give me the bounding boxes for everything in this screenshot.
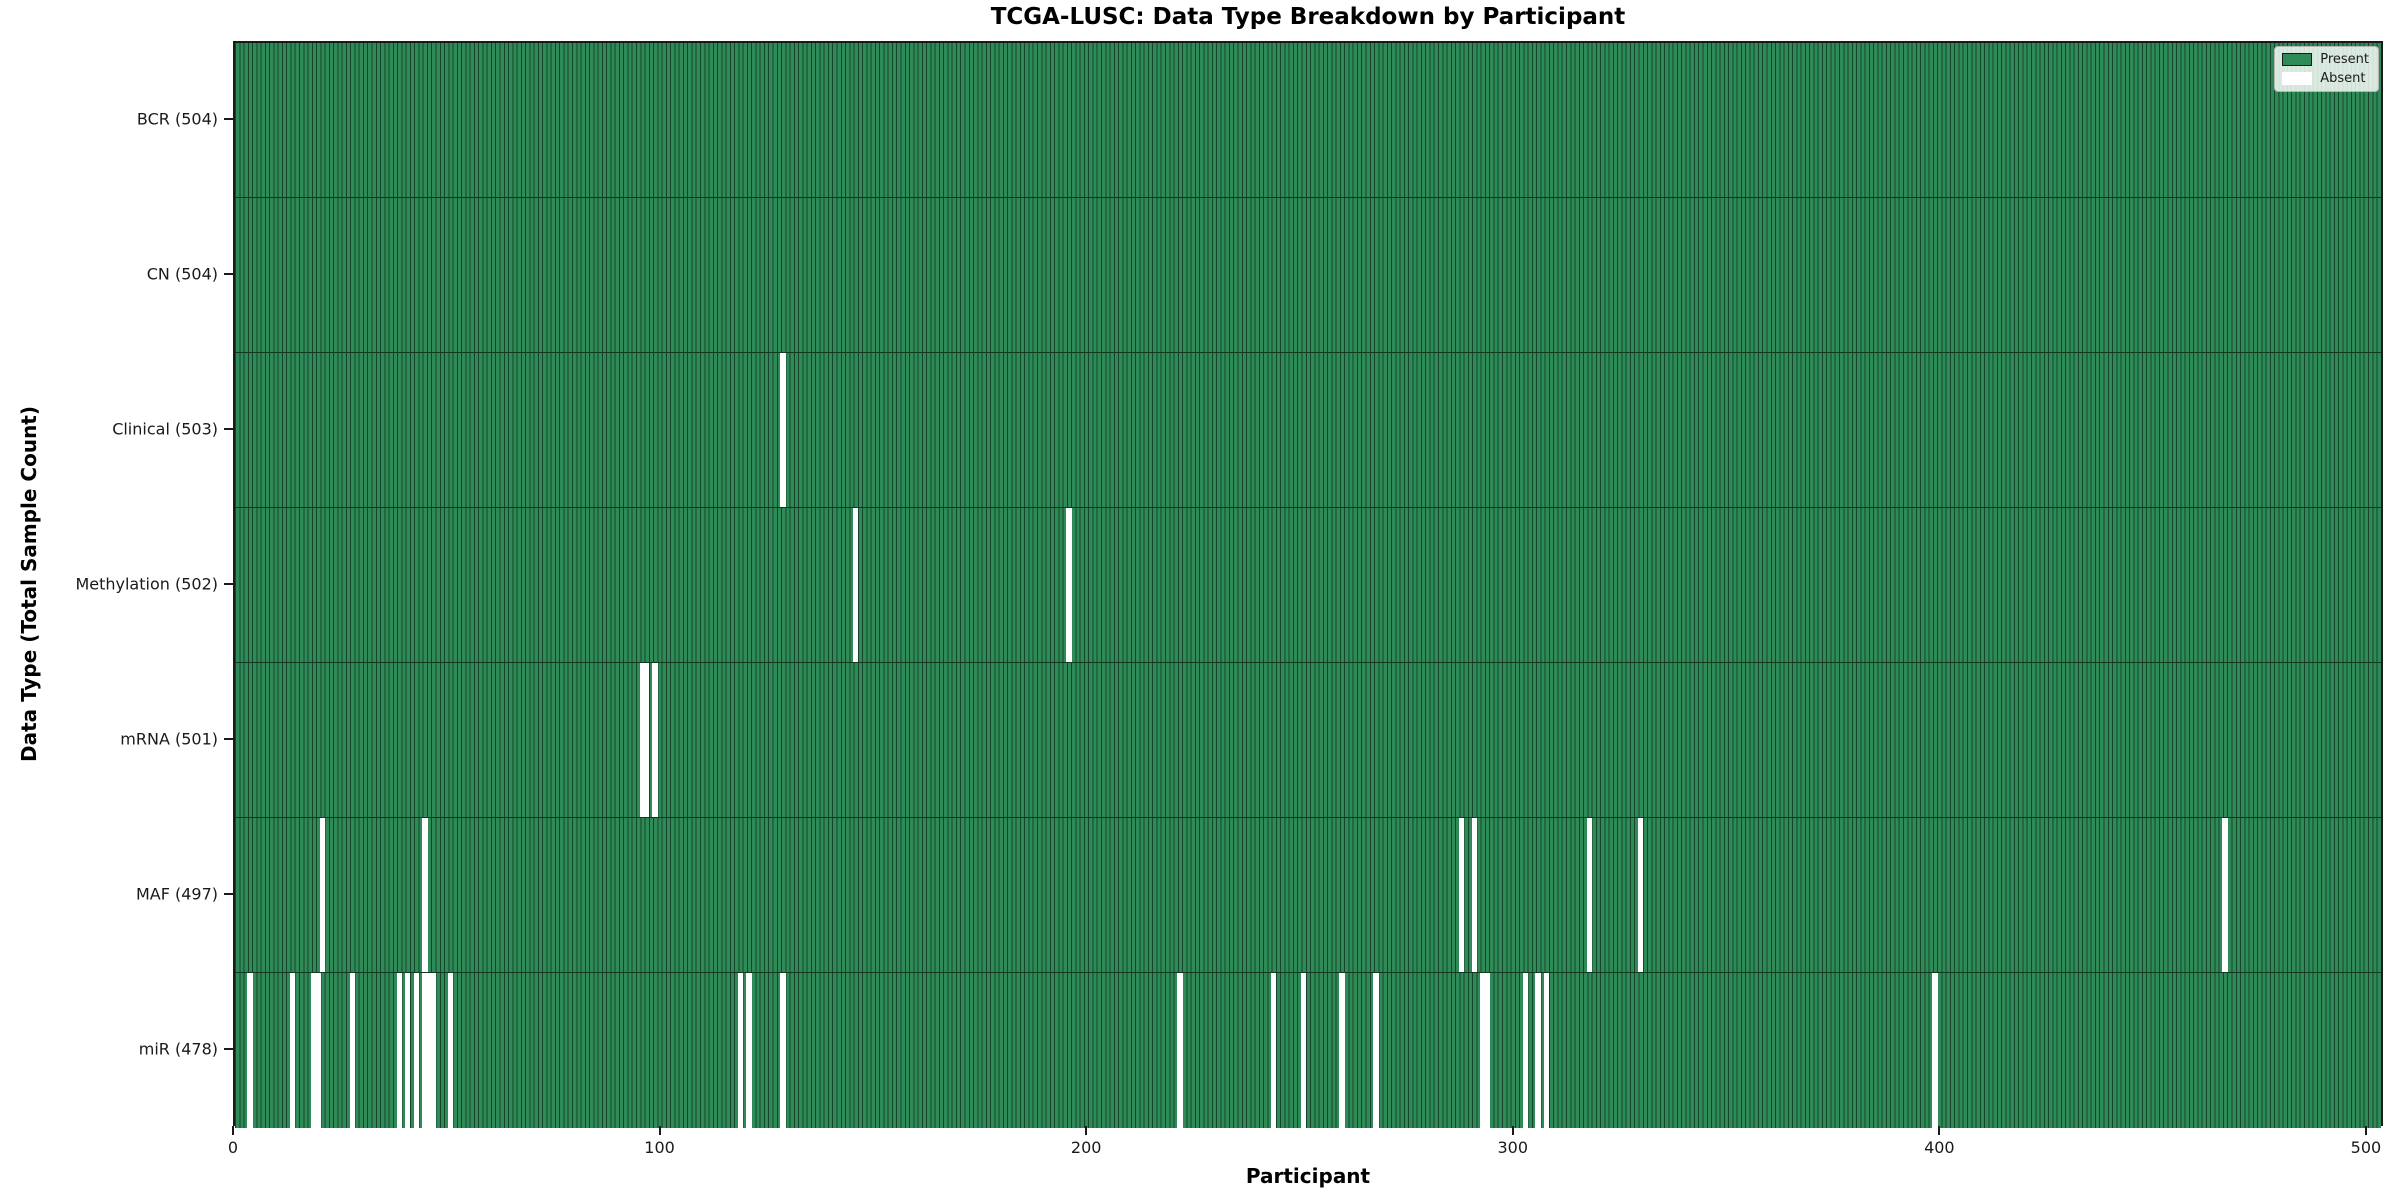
absent-bar bbox=[1484, 973, 1490, 1128]
legend-label: Absent bbox=[2320, 71, 2366, 86]
absent-bar bbox=[289, 973, 296, 1128]
absent-bar bbox=[319, 818, 326, 972]
legend-item-present: Present bbox=[2282, 52, 2369, 67]
x-tick-label: 200 bbox=[1070, 1138, 1102, 1157]
x-tick-label: 500 bbox=[2350, 1138, 2382, 1157]
absent-bar bbox=[2222, 818, 2228, 972]
y-tick-mark bbox=[224, 582, 233, 585]
y-tick-label-Clinical: Clinical (503) bbox=[112, 419, 218, 438]
absent-bar bbox=[1339, 973, 1345, 1128]
y-tick-label-MAF: MAF (497) bbox=[135, 884, 218, 903]
legend-swatch-absent bbox=[2282, 72, 2313, 85]
x-tick-mark bbox=[232, 1126, 234, 1135]
y-tick-mark bbox=[224, 892, 233, 895]
absent-bar bbox=[413, 973, 420, 1128]
y-tick-mark bbox=[224, 117, 233, 120]
x-tick-label: 0 bbox=[227, 1138, 239, 1157]
absent-bar bbox=[852, 508, 859, 662]
absent-bar bbox=[1177, 973, 1183, 1128]
absent-bar bbox=[430, 973, 437, 1128]
absent-bar bbox=[247, 973, 253, 1128]
absent-bar bbox=[746, 973, 752, 1128]
row-band-Clinical bbox=[235, 353, 2381, 508]
y-tick-label-Methylation: Methylation (502) bbox=[75, 574, 218, 593]
absent-bar bbox=[422, 818, 428, 972]
y-tick-label-BCR: BCR (504) bbox=[136, 109, 218, 128]
x-tick-label: 100 bbox=[644, 1138, 675, 1157]
absent-bar bbox=[396, 973, 402, 1128]
x-tick-mark bbox=[2364, 1126, 2367, 1135]
absent-bar bbox=[447, 973, 454, 1128]
y-tick-mark bbox=[224, 737, 233, 740]
row-band-CN bbox=[235, 198, 2381, 353]
chart-title: TCGA-LUSC: Data Type Breakdown by Partic… bbox=[990, 4, 1626, 30]
x-tick-mark bbox=[1938, 1126, 1941, 1135]
absent-bar bbox=[1480, 973, 1486, 1128]
absent-bar bbox=[1300, 973, 1307, 1128]
absent-bar bbox=[780, 973, 786, 1128]
absent-bar bbox=[1271, 973, 1277, 1128]
legend: Present Absent bbox=[2274, 46, 2379, 92]
x-tick-mark bbox=[1511, 1126, 1514, 1135]
y-tick-mark bbox=[224, 1047, 233, 1050]
y-tick-mark bbox=[224, 272, 233, 275]
x-tick-label: 400 bbox=[1924, 1138, 1955, 1157]
row-band-Methylation bbox=[235, 508, 2381, 663]
absent-bar bbox=[1522, 973, 1529, 1128]
absent-bar bbox=[405, 973, 411, 1128]
absent-bar bbox=[1544, 973, 1550, 1128]
absent-bar bbox=[349, 973, 356, 1128]
absent-bar bbox=[315, 973, 321, 1128]
absent-bar bbox=[426, 973, 432, 1128]
absent-bar bbox=[1932, 973, 1938, 1128]
absent-bar bbox=[1586, 818, 1593, 972]
absent-bar bbox=[422, 973, 428, 1128]
absent-bar bbox=[1637, 818, 1644, 972]
absent-bar bbox=[643, 663, 650, 817]
absent-bar bbox=[652, 663, 658, 817]
x-tick-mark bbox=[1085, 1126, 1088, 1135]
y-tick-label-mRNA: mRNA (501) bbox=[120, 729, 218, 748]
plot-area bbox=[233, 41, 2383, 1128]
absent-bar bbox=[1373, 973, 1379, 1128]
y-tick-label-CN: CN (504) bbox=[146, 264, 218, 283]
x-tick-label: 300 bbox=[1497, 1138, 1529, 1157]
absent-bar bbox=[1458, 818, 1465, 972]
absent-bar bbox=[737, 973, 744, 1128]
y-tick-mark bbox=[224, 427, 233, 430]
y-tick-label-miR: miR (478) bbox=[138, 1039, 218, 1058]
legend-swatch-present bbox=[2282, 53, 2313, 66]
absent-bar bbox=[1471, 818, 1477, 972]
row-band-miR bbox=[235, 973, 2381, 1128]
row-band-MAF bbox=[235, 818, 2381, 973]
absent-bar bbox=[780, 353, 786, 507]
x-axis-label: Participant bbox=[1245, 1164, 1371, 1188]
row-band-mRNA bbox=[235, 663, 2381, 818]
legend-label: Present bbox=[2320, 52, 2369, 67]
x-tick-mark bbox=[658, 1126, 661, 1135]
legend-item-absent: Absent bbox=[2282, 71, 2369, 86]
absent-bar bbox=[1535, 973, 1541, 1128]
absent-bar bbox=[639, 663, 646, 817]
absent-bar bbox=[311, 973, 317, 1128]
row-band-BCR bbox=[235, 43, 2381, 198]
absent-bar bbox=[1066, 508, 1072, 662]
